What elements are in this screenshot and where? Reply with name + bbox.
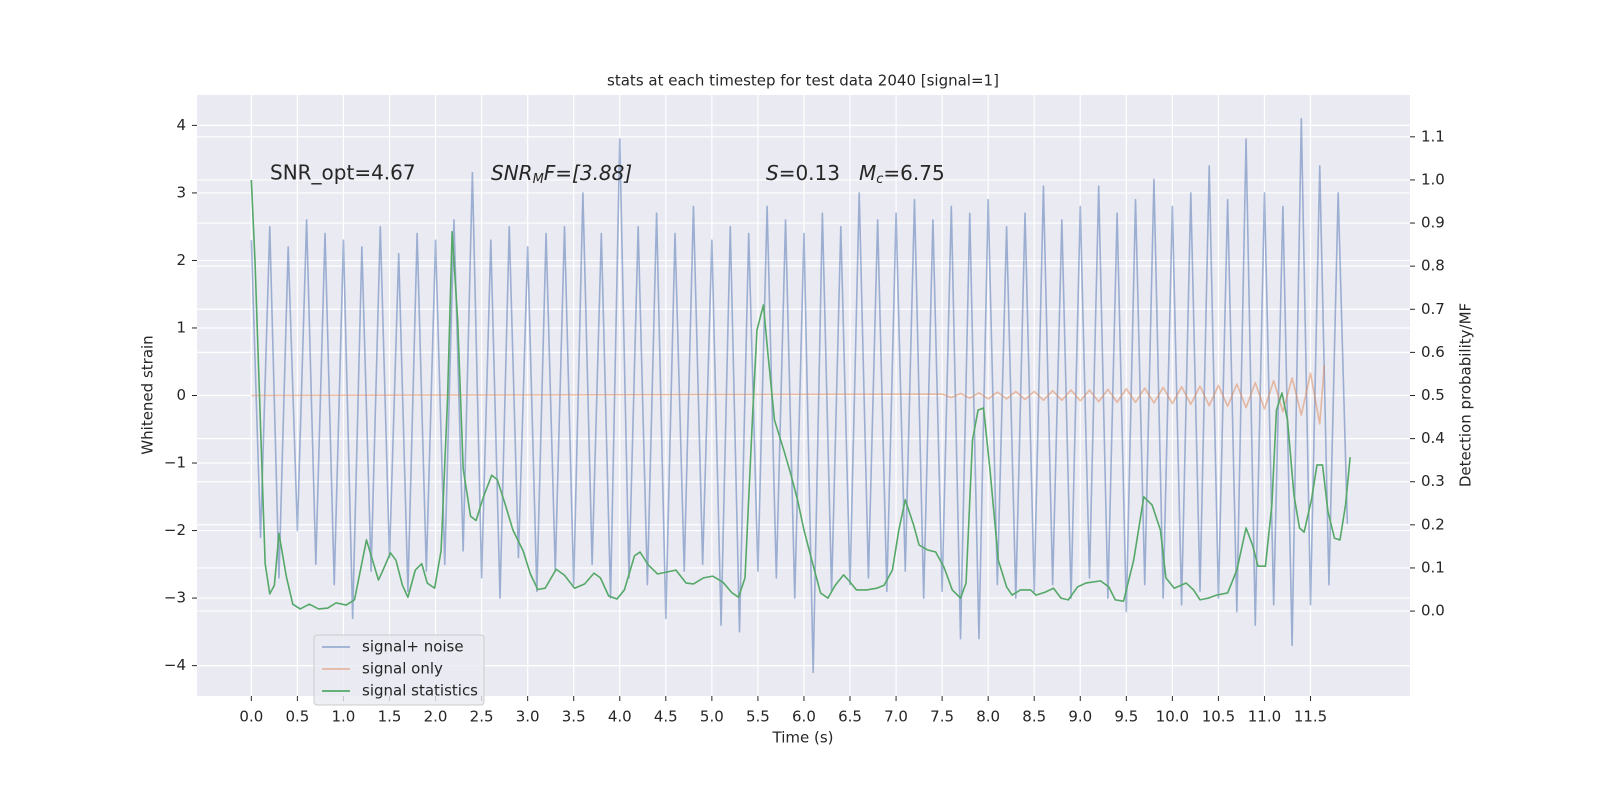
legend-label: signal only: [362, 660, 443, 678]
y2-tick-label: 0.3: [1421, 472, 1445, 490]
x-tick-label: 8.0: [976, 708, 1000, 726]
legend-box: [313, 634, 485, 706]
y2-tick-label: 0.7: [1421, 300, 1445, 318]
x-tick-label: 2.5: [470, 708, 494, 726]
legend: signal+ noise signal only signal statistic…: [313, 634, 485, 706]
y-axis-label: Whitened strain: [139, 335, 157, 454]
y-tick-label: −4: [164, 656, 186, 674]
legend-label: signal+ noise: [362, 638, 464, 656]
x-tick-label: 8.5: [1022, 708, 1046, 726]
annotation-part: SNR: [491, 161, 533, 185]
annotation-part: =0.13: [779, 161, 840, 185]
annotation: SNRMF=[3.88]: [491, 161, 632, 187]
y2-tick-label: 0.0: [1421, 602, 1445, 620]
annotation: SNR_opt=4.67: [270, 161, 416, 185]
annotation: Mc=6.75: [859, 161, 945, 187]
y-tick-label: −1: [164, 454, 186, 472]
y2-tick-label: 0.4: [1421, 429, 1445, 447]
annotation-part: =6.75: [883, 161, 944, 185]
chart-title: stats at each timestep for test data 204…: [607, 72, 999, 90]
annotation-part: F=[3.88]: [544, 161, 632, 185]
series-line: [250, 117, 1349, 674]
y2-tick-label: 0.5: [1421, 386, 1445, 404]
y-tick-label: 4: [176, 116, 186, 134]
x-axis-label: Time (s): [772, 729, 834, 747]
y2-tick-label: 0.9: [1421, 214, 1445, 232]
x-tick-label: 11.0: [1248, 708, 1281, 726]
annotation-part: S: [766, 161, 779, 185]
series-line: [251, 365, 1326, 425]
x-tick-label: 7.0: [884, 708, 908, 726]
y2-tick-label: 1.0: [1421, 170, 1445, 188]
y2-tick-label: 0.8: [1421, 257, 1445, 275]
y2-tick-label: 0.6: [1421, 343, 1445, 361]
plot-marks: [250, 117, 1351, 674]
x-tick-label: 9.0: [1068, 708, 1092, 726]
x-tick-label: 0.0: [239, 708, 263, 726]
y2-tick-label: 0.1: [1421, 558, 1445, 576]
y-tick-label: 0: [176, 386, 186, 404]
x-tick-label: 10.5: [1202, 708, 1235, 726]
y2-tick-label: 0.2: [1421, 515, 1445, 533]
x-tick-label: 7.5: [930, 708, 954, 726]
x-tick-label: 6.0: [792, 708, 816, 726]
y2-tick-label: 1.1: [1421, 127, 1445, 145]
x-tick-label: 4.0: [608, 708, 632, 726]
axes: 0.0 0.5 1.0 1.5 2.0 2.5 3.0 3.5 4.0 4.5 5.0 5.5 6.0 6…: [164, 116, 1445, 726]
x-tick-label: 1.5: [378, 708, 402, 726]
y-tick-label: −3: [164, 589, 186, 607]
annotation: S=0.13: [766, 161, 840, 185]
y2-axis-label: Detection probability/MF: [1457, 303, 1475, 487]
x-tick-label: 10.0: [1156, 708, 1189, 726]
annotation-part: M: [859, 161, 876, 185]
x-tick-label: 11.5: [1294, 708, 1327, 726]
x-tick-label: 1.0: [332, 708, 356, 726]
x-tick-label: 0.5: [285, 708, 309, 726]
y-tick-label: −2: [164, 521, 186, 539]
x-tick-label: 9.5: [1114, 708, 1138, 726]
x-tick-label: 4.5: [654, 708, 678, 726]
x-tick-label: 5.5: [746, 708, 770, 726]
x-tick-label: 3.0: [516, 708, 540, 726]
y-tick-label: 2: [176, 251, 186, 269]
x-tick-label: 5.0: [700, 708, 724, 726]
y-tick-label: 1: [176, 318, 186, 336]
legend-label: signal statistics: [362, 682, 478, 700]
x-tick-label: 3.5: [562, 708, 586, 726]
series-line: [250, 179, 1351, 610]
annotation-part: c: [876, 172, 883, 187]
annotation-part: M: [533, 172, 544, 187]
y-tick-label: 3: [176, 183, 186, 201]
x-tick-label: 2.0: [424, 708, 448, 726]
x-tick-label: 6.5: [838, 708, 862, 726]
